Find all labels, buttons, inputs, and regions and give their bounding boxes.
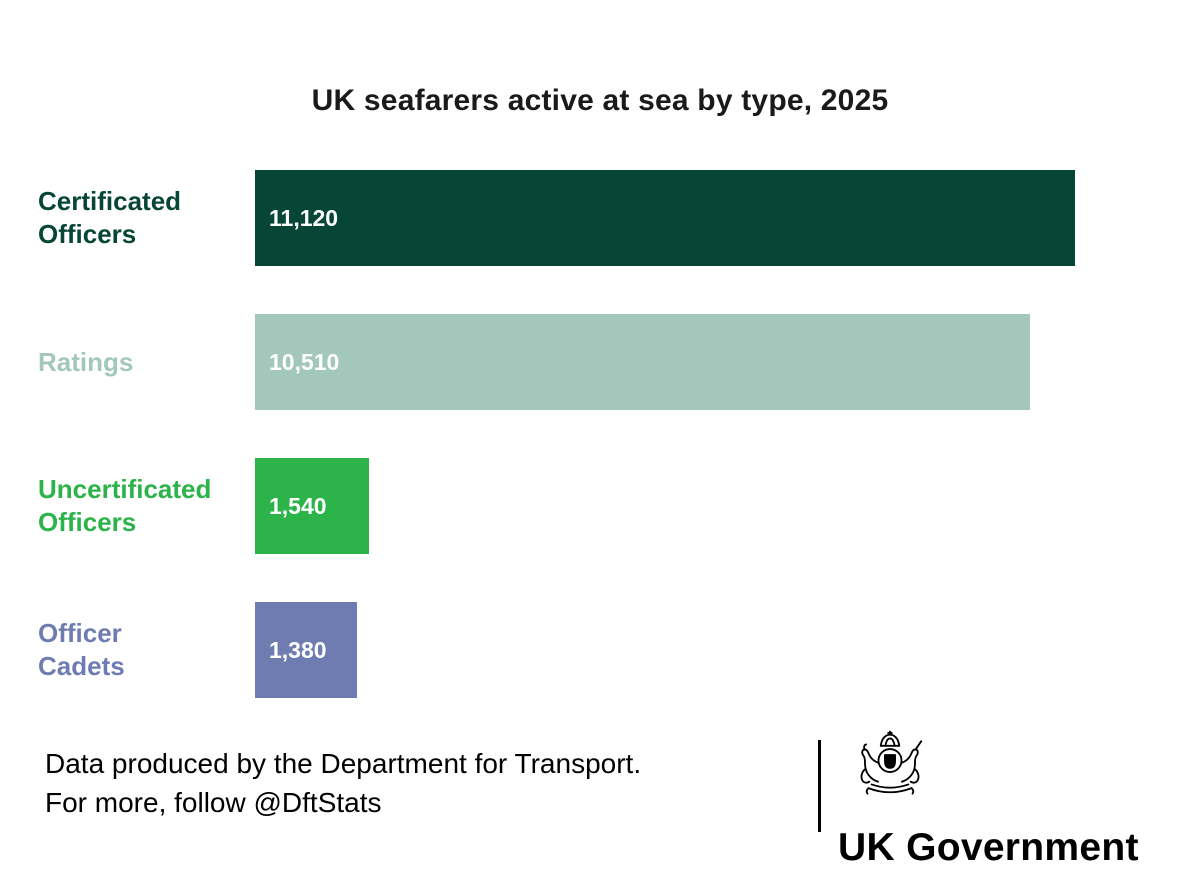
footer-line-1: Data produced by the Department for Tran… (45, 748, 642, 779)
bar: 1,540 (255, 458, 369, 554)
footer-divider (818, 740, 821, 832)
chart-row: Certificated Officers 11,120 (38, 170, 1075, 266)
chart-row: Uncertificated Officers 1,540 (38, 458, 1075, 554)
bar-value-label: 1,540 (269, 492, 327, 519)
bar-value-label: 11,120 (269, 204, 339, 231)
uk-government-wordmark: UK Government (838, 826, 1139, 869)
category-label: Uncertificated Officers (38, 474, 212, 537)
footer-line-2: For more, follow @DftStats (45, 787, 382, 818)
bar-value-label: 1,380 (269, 636, 327, 663)
uk-government-logo: UK Government (838, 730, 1139, 870)
bar-value-label: 10,510 (269, 348, 340, 375)
bar-area: 10,510 (255, 314, 1030, 410)
category-label: Officer Cadets (38, 618, 125, 681)
royal-coat-of-arms-icon (860, 730, 923, 795)
category-label: Certificated Officers (38, 186, 182, 249)
chart-row: Officer Cadets 1,380 (38, 602, 1075, 698)
category-label: Ratings (38, 346, 134, 377)
bar-area: 11,120 (255, 170, 1075, 266)
chart-title: UK seafarers active at sea by type, 2025 (311, 84, 889, 117)
footer-attribution: Data produced by the Department for Tran… (45, 744, 641, 822)
bar: 10,510 (255, 314, 1030, 410)
bar-area: 1,380 (255, 602, 357, 698)
bar-area: 1,540 (255, 458, 369, 554)
bar: 1,380 (255, 602, 357, 698)
bar: 11,120 (255, 170, 1075, 266)
bar-chart: Certificated Officers 11,120 Ratings 10,510… (38, 170, 1075, 698)
chart-row: Ratings 10,510 (38, 314, 1075, 410)
